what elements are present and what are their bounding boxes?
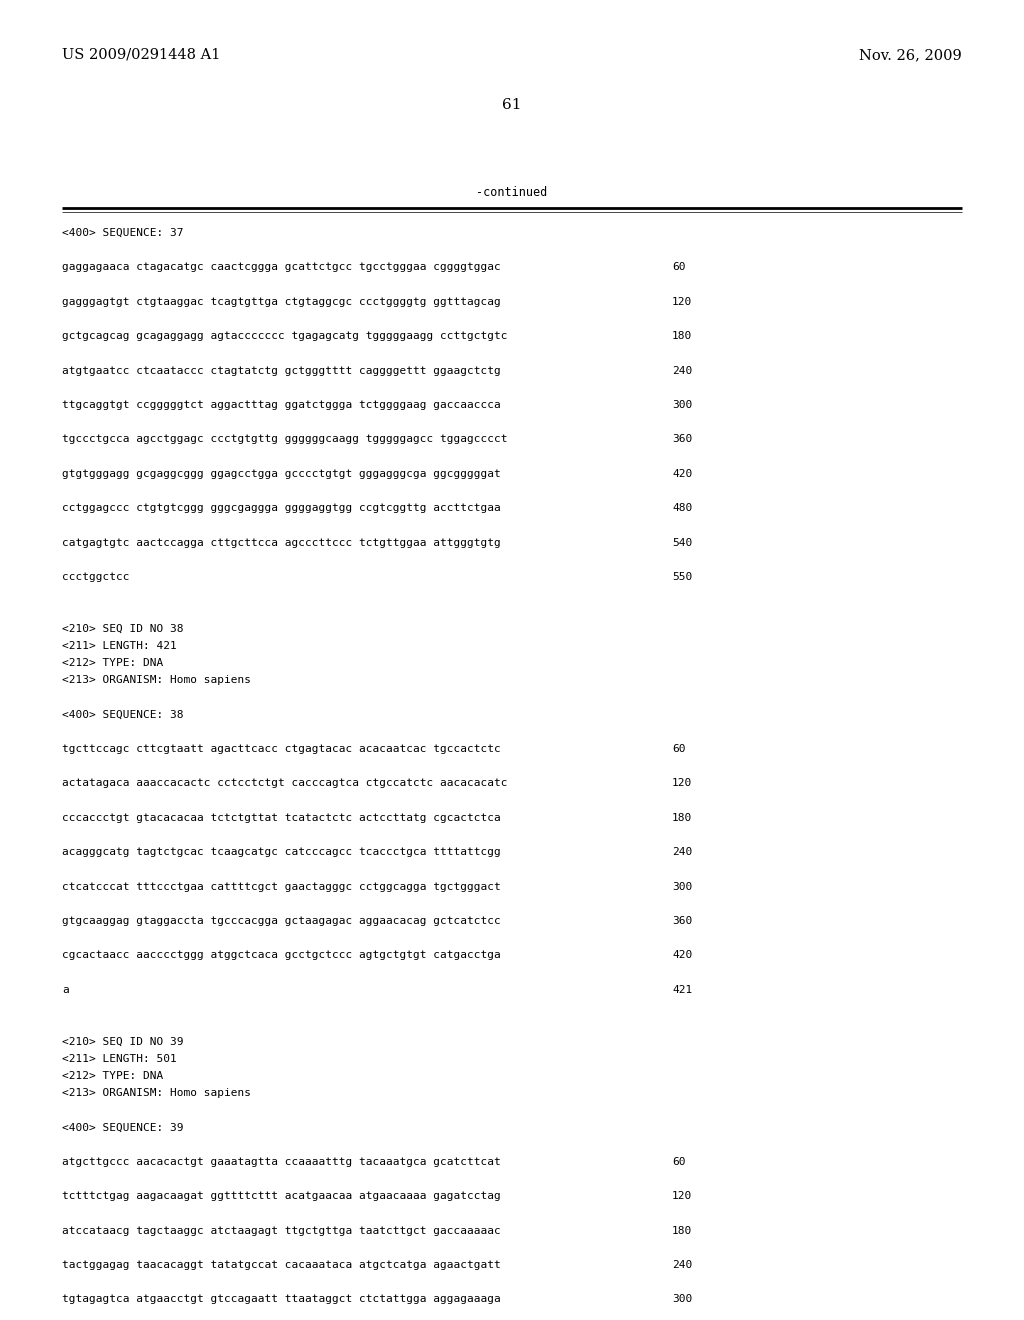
Text: cgcactaacc aacccctggg atggctcaca gcctgctccc agtgctgtgt catgacctga: cgcactaacc aacccctggg atggctcaca gcctgct… [62,950,501,961]
Text: 60: 60 [672,744,685,754]
Text: cccaccctgt gtacacacaa tctctgttat tcatactctc actccttatg cgcactctca: cccaccctgt gtacacacaa tctctgttat tcatact… [62,813,501,822]
Text: 300: 300 [672,400,692,411]
Text: tctttctgag aagacaagat ggttttcttt acatgaacaa atgaacaaaa gagatcctag: tctttctgag aagacaagat ggttttcttt acatgaa… [62,1191,501,1201]
Text: 300: 300 [672,882,692,891]
Text: gctgcagcag gcagaggagg agtaccccccc tgagagcatg tgggggaagg ccttgctgtc: gctgcagcag gcagaggagg agtaccccccc tgagag… [62,331,508,341]
Text: <210> SEQ ID NO 38: <210> SEQ ID NO 38 [62,623,183,634]
Text: 180: 180 [672,1225,692,1236]
Text: 480: 480 [672,503,692,513]
Text: gaggagaaca ctagacatgc caactcggga gcattctgcc tgcctgggaa cggggtggac: gaggagaaca ctagacatgc caactcggga gcattct… [62,263,501,272]
Text: ccctggctcc: ccctggctcc [62,572,129,582]
Text: <211> LENGTH: 501: <211> LENGTH: 501 [62,1053,177,1064]
Text: gagggagtgt ctgtaaggac tcagtgttga ctgtaggcgc ccctggggtg ggtttagcag: gagggagtgt ctgtaaggac tcagtgttga ctgtagg… [62,297,501,306]
Text: tgtagagtca atgaacctgt gtccagaatt ttaataggct ctctattgga aggagaaaga: tgtagagtca atgaacctgt gtccagaatt ttaatag… [62,1295,501,1304]
Text: ttgcaggtgt ccgggggtct aggactttag ggatctggga tctggggaag gaccaaccca: ttgcaggtgt ccgggggtct aggactttag ggatctg… [62,400,501,411]
Text: 61: 61 [502,98,522,112]
Text: 240: 240 [672,366,692,376]
Text: catgagtgtc aactccagga cttgcttcca agcccttccc tctgttggaa attgggtgtg: catgagtgtc aactccagga cttgcttcca agccctt… [62,537,501,548]
Text: <210> SEQ ID NO 39: <210> SEQ ID NO 39 [62,1036,183,1047]
Text: atccataacg tagctaaggc atctaagagt ttgctgttga taatcttgct gaccaaaaac: atccataacg tagctaaggc atctaagagt ttgctgt… [62,1225,501,1236]
Text: 360: 360 [672,916,692,927]
Text: 300: 300 [672,1295,692,1304]
Text: a: a [62,985,69,995]
Text: tgcttccagc cttcgtaatt agacttcacc ctgagtacac acacaatcac tgccactctc: tgcttccagc cttcgtaatt agacttcacc ctgagta… [62,744,501,754]
Text: tactggagag taacacaggt tatatgccat cacaaataca atgctcatga agaactgatt: tactggagag taacacaggt tatatgccat cacaaat… [62,1261,501,1270]
Text: 60: 60 [672,263,685,272]
Text: -continued: -continued [476,186,548,198]
Text: 540: 540 [672,537,692,548]
Text: 180: 180 [672,813,692,822]
Text: atgtgaatcc ctcaataccc ctagtatctg gctgggtttt caggggettt ggaagctctg: atgtgaatcc ctcaataccc ctagtatctg gctgggt… [62,366,501,376]
Text: 120: 120 [672,1191,692,1201]
Text: <212> TYPE: DNA: <212> TYPE: DNA [62,657,163,668]
Text: <400> SEQUENCE: 37: <400> SEQUENCE: 37 [62,228,183,238]
Text: <212> TYPE: DNA: <212> TYPE: DNA [62,1071,163,1081]
Text: 180: 180 [672,331,692,341]
Text: ctcatcccat tttccctgaa cattttcgct gaactagggc cctggcagga tgctgggact: ctcatcccat tttccctgaa cattttcgct gaactag… [62,882,501,891]
Text: <213> ORGANISM: Homo sapiens: <213> ORGANISM: Homo sapiens [62,676,251,685]
Text: US 2009/0291448 A1: US 2009/0291448 A1 [62,48,220,62]
Text: 120: 120 [672,297,692,306]
Text: 360: 360 [672,434,692,445]
Text: <211> LENGTH: 421: <211> LENGTH: 421 [62,640,177,651]
Text: <213> ORGANISM: Homo sapiens: <213> ORGANISM: Homo sapiens [62,1088,251,1098]
Text: tgccctgcca agcctggagc ccctgtgttg ggggggcaagg tgggggagcc tggagcccct: tgccctgcca agcctggagc ccctgtgttg ggggggc… [62,434,508,445]
Text: 240: 240 [672,1261,692,1270]
Text: 550: 550 [672,572,692,582]
Text: 421: 421 [672,985,692,995]
Text: 240: 240 [672,847,692,857]
Text: cctggagccc ctgtgtcggg gggcgaggga ggggaggtgg ccgtcggttg accttctgaa: cctggagccc ctgtgtcggg gggcgaggga ggggagg… [62,503,501,513]
Text: atgcttgccc aacacactgt gaaatagtta ccaaaatttg tacaaatgca gcatcttcat: atgcttgccc aacacactgt gaaatagtta ccaaaat… [62,1156,501,1167]
Text: 60: 60 [672,1156,685,1167]
Text: 420: 420 [672,950,692,961]
Text: gtgcaaggag gtaggaccta tgcccacgga gctaagagac aggaacacag gctcatctcc: gtgcaaggag gtaggaccta tgcccacgga gctaaga… [62,916,501,927]
Text: actatagaca aaaccacactc cctcctctgt cacccagtca ctgccatctc aacacacatc: actatagaca aaaccacactc cctcctctgt caccca… [62,779,508,788]
Text: Nov. 26, 2009: Nov. 26, 2009 [859,48,962,62]
Text: <400> SEQUENCE: 39: <400> SEQUENCE: 39 [62,1122,183,1133]
Text: gtgtgggagg gcgaggcggg ggagcctgga gcccctgtgt gggagggcga ggcgggggat: gtgtgggagg gcgaggcggg ggagcctgga gcccctg… [62,469,501,479]
Text: acagggcatg tagtctgcac tcaagcatgc catcccagcc tcaccctgca ttttattcgg: acagggcatg tagtctgcac tcaagcatgc catccca… [62,847,501,857]
Text: 420: 420 [672,469,692,479]
Text: 120: 120 [672,779,692,788]
Text: <400> SEQUENCE: 38: <400> SEQUENCE: 38 [62,710,183,719]
